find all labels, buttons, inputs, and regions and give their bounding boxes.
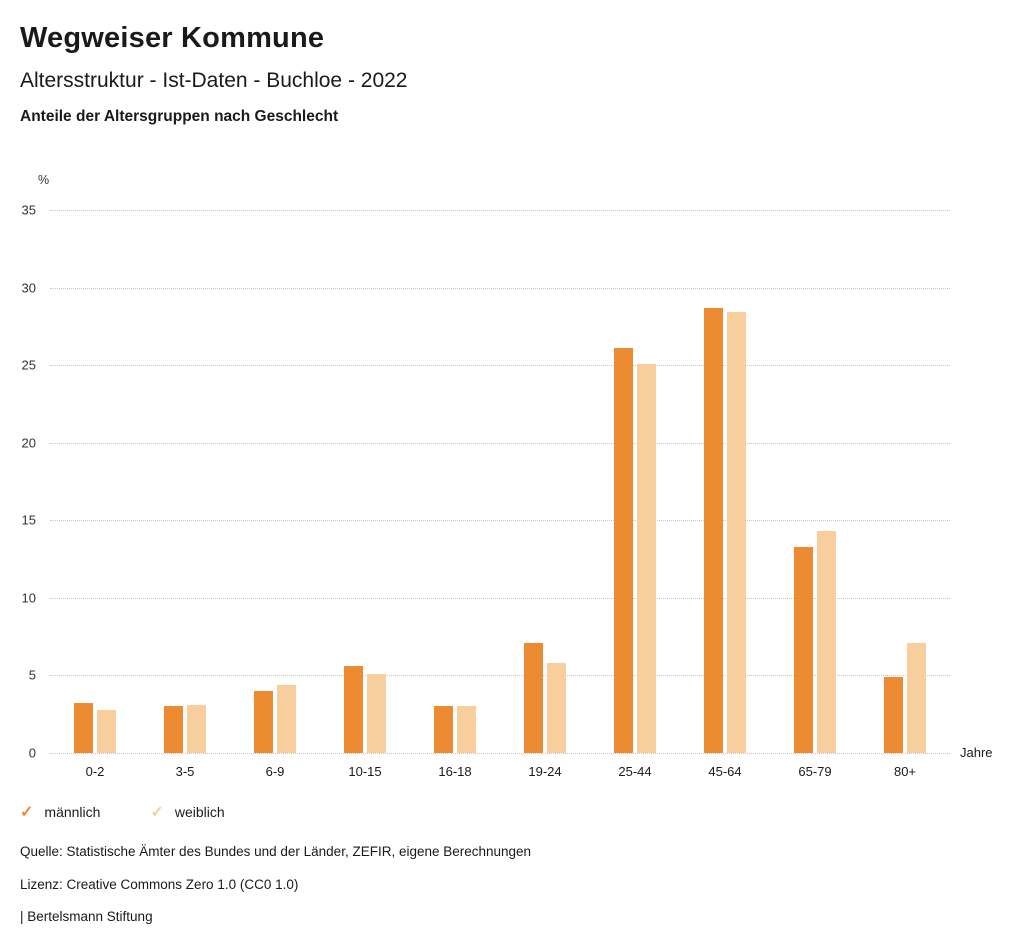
- legend-label: weiblich: [174, 804, 225, 820]
- x-tick-label: 3-5: [175, 764, 195, 779]
- chart-subtitle: Altersstruktur - Ist-Daten - Buchloe - 2…: [20, 69, 408, 92]
- bar-weiblich: [187, 704, 206, 753]
- bar-group: 3-5: [140, 210, 230, 779]
- legend-item-maennlich[interactable]: ✓ männlich: [20, 802, 100, 822]
- checkmark-icon: ✓: [20, 804, 34, 821]
- gridline: [50, 365, 950, 367]
- y-tick-label: 15: [21, 512, 36, 528]
- bar-group: 45-64: [680, 210, 770, 779]
- bar-weiblich: [547, 663, 566, 753]
- header: Wegweiser Kommune Altersstruktur - Ist-D…: [20, 22, 408, 126]
- gridline: [50, 442, 950, 444]
- y-tick-label: 0: [28, 745, 36, 761]
- gridline: [50, 210, 950, 211]
- bar-group: 6-9: [230, 210, 320, 779]
- gridline: [50, 753, 950, 754]
- source-line: Quelle: Statistische Ämter des Bundes un…: [20, 844, 532, 859]
- x-tick-label: 25-44: [618, 764, 652, 779]
- bar-männlich: [614, 348, 633, 753]
- bar-männlich: [254, 690, 273, 753]
- bar-männlich: [164, 706, 183, 753]
- license-line: Lizenz: Creative Commons Zero 1.0 (CC0 1…: [20, 876, 299, 892]
- page-title: Wegweiser Kommune: [20, 22, 325, 54]
- y-tick-label: 10: [21, 590, 36, 606]
- bar-weiblich: [637, 363, 656, 753]
- chart-section-title: Anteile der Altersgruppen nach Geschlech…: [20, 108, 339, 125]
- bar-weiblich: [97, 709, 116, 753]
- plot-area: % Jahre 0 5 10 15 20 25 30 35 0-2 3-5 6-9 10-15 16-1…: [22, 173, 993, 779]
- bar-weiblich: [277, 684, 296, 753]
- bar-männlich: [794, 546, 813, 753]
- legend: ✓ männlich ✓ weiblich: [20, 802, 225, 822]
- bar-group: 65-79: [770, 210, 860, 779]
- bar-männlich: [884, 676, 903, 753]
- x-tick-label: 0-2: [85, 764, 105, 779]
- bar-group: 16-18: [410, 210, 500, 779]
- bar-weiblich: [457, 706, 476, 753]
- gridline: [50, 520, 950, 522]
- bar-männlich: [524, 642, 543, 753]
- attribution-line: | Bertelsmann Stiftung: [20, 909, 153, 924]
- y-tick-label: 35: [21, 202, 36, 218]
- x-tick-label: 19-24: [528, 764, 562, 779]
- bar-männlich: [74, 703, 93, 753]
- bar-group: 80+: [860, 210, 950, 779]
- gridline: [50, 675, 950, 677]
- bar-weiblich: [907, 642, 926, 753]
- footer: Quelle: Statistische Ämter des Bundes un…: [20, 844, 531, 942]
- y-tick-label: 30: [21, 280, 36, 296]
- x-axis-label: Jahre: [960, 745, 993, 760]
- legend-label: männlich: [44, 804, 101, 820]
- x-tick-label: 80+: [893, 764, 917, 779]
- bar-männlich: [704, 307, 723, 753]
- y-tick-label: 25: [21, 357, 36, 373]
- gridline: [50, 597, 950, 599]
- x-tick-label: 10-15: [348, 764, 382, 779]
- bar-group: 19-24: [500, 210, 590, 779]
- y-axis-unit-label: %: [38, 173, 50, 187]
- bar-männlich: [344, 666, 363, 753]
- bar-group: 0-2: [50, 210, 140, 779]
- x-tick-label: 16-18: [438, 764, 472, 779]
- bar-group: 25-44: [590, 210, 680, 779]
- bar-männlich: [434, 706, 453, 753]
- bar-weiblich: [367, 673, 386, 753]
- legend-item-weiblich[interactable]: ✓ weiblich: [150, 802, 224, 822]
- x-tick-label: 45-64: [708, 764, 742, 779]
- x-tick-label: 65-79: [798, 764, 832, 779]
- y-tick-label: 5: [28, 667, 36, 683]
- y-tick-label: 20: [21, 435, 36, 451]
- bar-weiblich: [817, 531, 836, 753]
- gridline: [50, 287, 950, 289]
- checkmark-icon: ✓: [150, 804, 164, 821]
- x-tick-label: 6-9: [265, 764, 285, 779]
- bar-group: 10-15: [320, 210, 410, 779]
- bar-weiblich: [727, 312, 746, 753]
